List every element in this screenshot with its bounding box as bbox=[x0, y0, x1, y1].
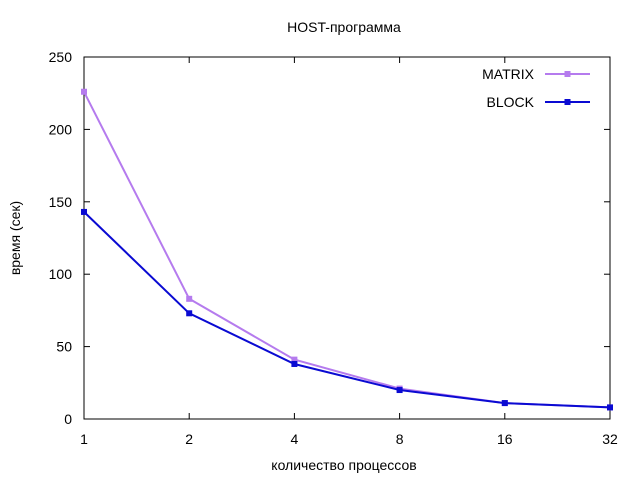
y-tick-label: 50 bbox=[56, 339, 72, 355]
y-axis-label: время (сек) bbox=[7, 201, 23, 275]
data-point-matrix bbox=[291, 356, 298, 363]
legend-marker-block bbox=[564, 99, 571, 105]
x-tick-label: 4 bbox=[291, 431, 299, 447]
data-point-matrix bbox=[81, 88, 87, 95]
x-tick-label: 2 bbox=[185, 431, 193, 447]
y-tick-label: 0 bbox=[64, 411, 72, 427]
x-tick-label: 32 bbox=[602, 431, 618, 447]
legend-label-matrix: MATRIX bbox=[482, 66, 535, 82]
series-line-block bbox=[83, 211, 611, 409]
y-tick-label: 150 bbox=[49, 194, 73, 210]
data-point-block bbox=[396, 387, 403, 394]
data-point-block bbox=[81, 208, 87, 215]
plot-frame bbox=[83, 56, 611, 420]
series-line-matrix bbox=[83, 91, 611, 409]
legend: MATRIX BLOCK bbox=[482, 66, 590, 110]
data-point-block bbox=[501, 400, 508, 407]
chart-title: HOST-программа bbox=[287, 19, 401, 35]
x-axis-label: количество процессов bbox=[271, 457, 416, 473]
y-tick-label: 100 bbox=[49, 266, 73, 282]
data-point-matrix bbox=[186, 295, 193, 302]
x-tick-label: 16 bbox=[497, 431, 513, 447]
y-tick-label: 250 bbox=[49, 49, 73, 65]
x-tick-label: 8 bbox=[396, 431, 404, 447]
data-point-block bbox=[607, 404, 613, 411]
y-axis-ticks: 0 50 100 150 200 250 bbox=[49, 49, 610, 427]
legend-label-block: BLOCK bbox=[487, 94, 535, 110]
data-point-block bbox=[291, 360, 298, 367]
legend-marker-matrix bbox=[564, 71, 571, 77]
series-layer bbox=[81, 88, 613, 411]
y-tick-label: 200 bbox=[49, 121, 73, 137]
x-axis-ticks: 1 2 4 8 16 32 bbox=[80, 57, 618, 447]
x-tick-label: 1 bbox=[80, 431, 88, 447]
data-point-block bbox=[186, 310, 193, 317]
